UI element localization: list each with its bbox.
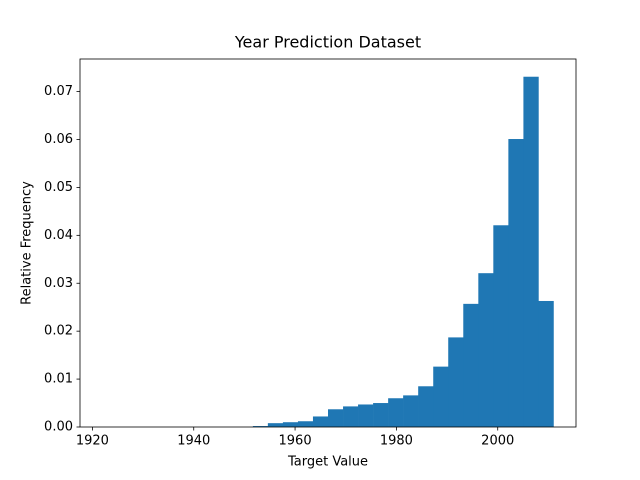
chart-title: Year Prediction Dataset [234, 33, 421, 52]
bar [508, 139, 524, 428]
x-axis-label: Target Value [287, 455, 368, 470]
bar [538, 300, 554, 427]
y-tick-label: 0.01 [44, 372, 73, 387]
bar [343, 406, 359, 427]
y-axis-label: Relative Frequency [20, 181, 35, 305]
x-tick-label: 1980 [380, 434, 413, 449]
axes-frame [79, 58, 577, 428]
bar [282, 422, 299, 427]
y-tick-label: 0.06 [44, 132, 73, 147]
y-tick-label: 0.02 [44, 324, 73, 339]
bar [418, 386, 434, 427]
bar [433, 366, 449, 427]
bar [373, 403, 389, 427]
y-tick-label: 0.04 [44, 228, 73, 243]
bar [312, 416, 329, 427]
bar [448, 337, 464, 427]
bar [252, 426, 269, 427]
bar [403, 395, 419, 427]
y-tick-label: 0.07 [44, 84, 73, 99]
y-tick-label: 0.00 [44, 420, 73, 435]
x-tick-label: 1940 [177, 434, 210, 449]
y-tick-label: 0.03 [44, 276, 73, 291]
bar [328, 409, 344, 427]
x-tick-label: 2000 [481, 434, 514, 449]
bar [267, 423, 284, 427]
bar [463, 303, 479, 427]
bar [493, 225, 509, 427]
bar [358, 404, 374, 427]
bar [297, 421, 314, 427]
bar [388, 398, 404, 427]
x-tick-label: 1960 [279, 434, 312, 449]
y-tick-label: 0.05 [44, 180, 73, 195]
bar [478, 273, 494, 427]
x-tick-label: 1920 [76, 434, 109, 449]
bar [523, 76, 539, 428]
